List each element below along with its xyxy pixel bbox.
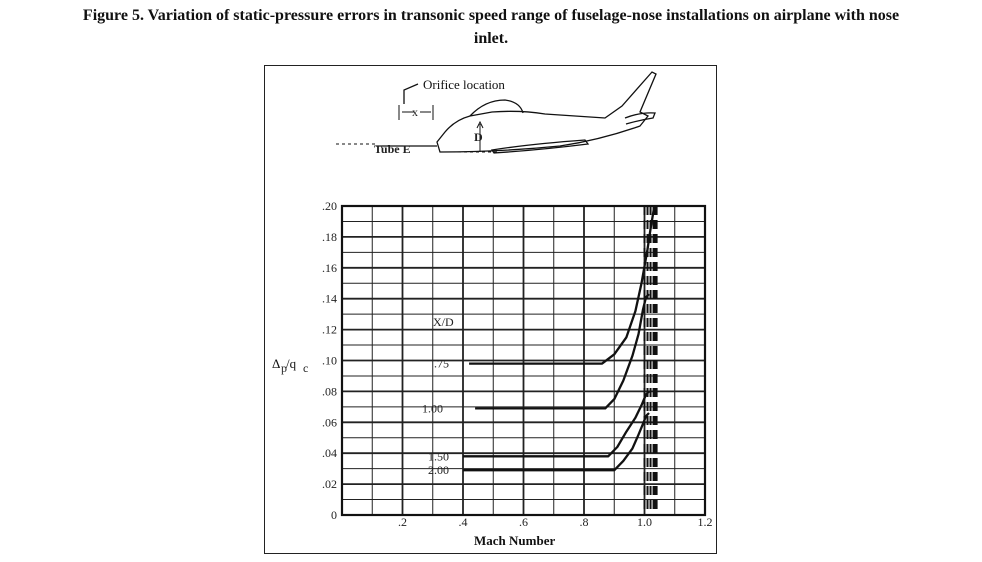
y-axis-label-slash: /q: [286, 356, 297, 371]
series-label: 2.00: [428, 463, 449, 477]
y-tick-label: .12: [322, 323, 337, 337]
dashed-lines: [643, 206, 658, 515]
caption-line-2: inlet.: [473, 30, 509, 47]
chart-ticks: .2 .4 .6 .8 1.0 1.2 0 .02 .04 .06 .08 .10 .12 .14 .16.…: [322, 199, 713, 529]
x-tick-label: .6: [519, 515, 528, 529]
fuselage-outline: [436, 71, 657, 153]
plot-border: [340, 204, 707, 517]
series-label: 1.00: [422, 401, 443, 415]
y-axis-label: Δ p /q c: [272, 356, 308, 375]
x-dimension: [398, 105, 434, 120]
figure-caption: Figure 5. Variation of static-pressure e…: [0, 4, 982, 50]
y-tick-label: .04: [322, 446, 337, 460]
y-tick-label: .14: [322, 292, 337, 306]
canopy: [469, 99, 524, 117]
airplane-inset: [336, 71, 657, 154]
figure-frame: [264, 65, 717, 554]
y-tick-label: .18: [322, 230, 337, 244]
y-tick-label: .16: [322, 261, 337, 275]
chart-series: [463, 205, 657, 472]
x-tick-label: 1.2: [698, 515, 713, 529]
chart-grid: [340, 204, 707, 517]
legend-title: X/D: [433, 315, 454, 329]
series-line: [463, 390, 650, 458]
x-tick-label: 1.0: [637, 515, 652, 529]
caption-line-1: Figure 5. Variation of static-pressure e…: [82, 7, 900, 24]
series-line: [475, 293, 650, 410]
y-tick-label: .20: [322, 199, 337, 213]
tube-label: Tube E: [374, 142, 411, 156]
y-tick-label: 0: [331, 508, 337, 522]
y-tick-label: .10: [322, 354, 337, 368]
series-line: [469, 205, 657, 365]
d-dimension: [476, 120, 484, 152]
y-axis-label-sub2: c: [303, 361, 308, 375]
wing: [490, 139, 590, 154]
series-line: [463, 412, 650, 472]
x-tick-label: .8: [580, 515, 589, 529]
y-axis-label-sub1: p: [281, 361, 287, 375]
x-dimension-label: x: [412, 105, 418, 119]
series-label: 1.50: [428, 449, 449, 463]
y-tick-label: .08: [322, 384, 337, 398]
d-dimension-label: D: [474, 130, 483, 144]
y-axis-label-main: Δ: [272, 356, 280, 371]
orifice-leader: [403, 83, 419, 104]
y-tick-label: .06: [322, 415, 337, 429]
x-tick-label: .4: [459, 515, 468, 529]
x-axis-label: Mach Number: [474, 533, 555, 548]
series-label: .75: [434, 357, 449, 371]
series-labels: .75 1.00 1.502.00: [422, 357, 449, 478]
orifice-location-label: Orifice location: [423, 77, 505, 92]
x-tick-label: .2: [398, 515, 407, 529]
centerline: [336, 143, 500, 153]
y-tick-label: .02: [322, 477, 337, 491]
tail-plane: [624, 112, 656, 125]
